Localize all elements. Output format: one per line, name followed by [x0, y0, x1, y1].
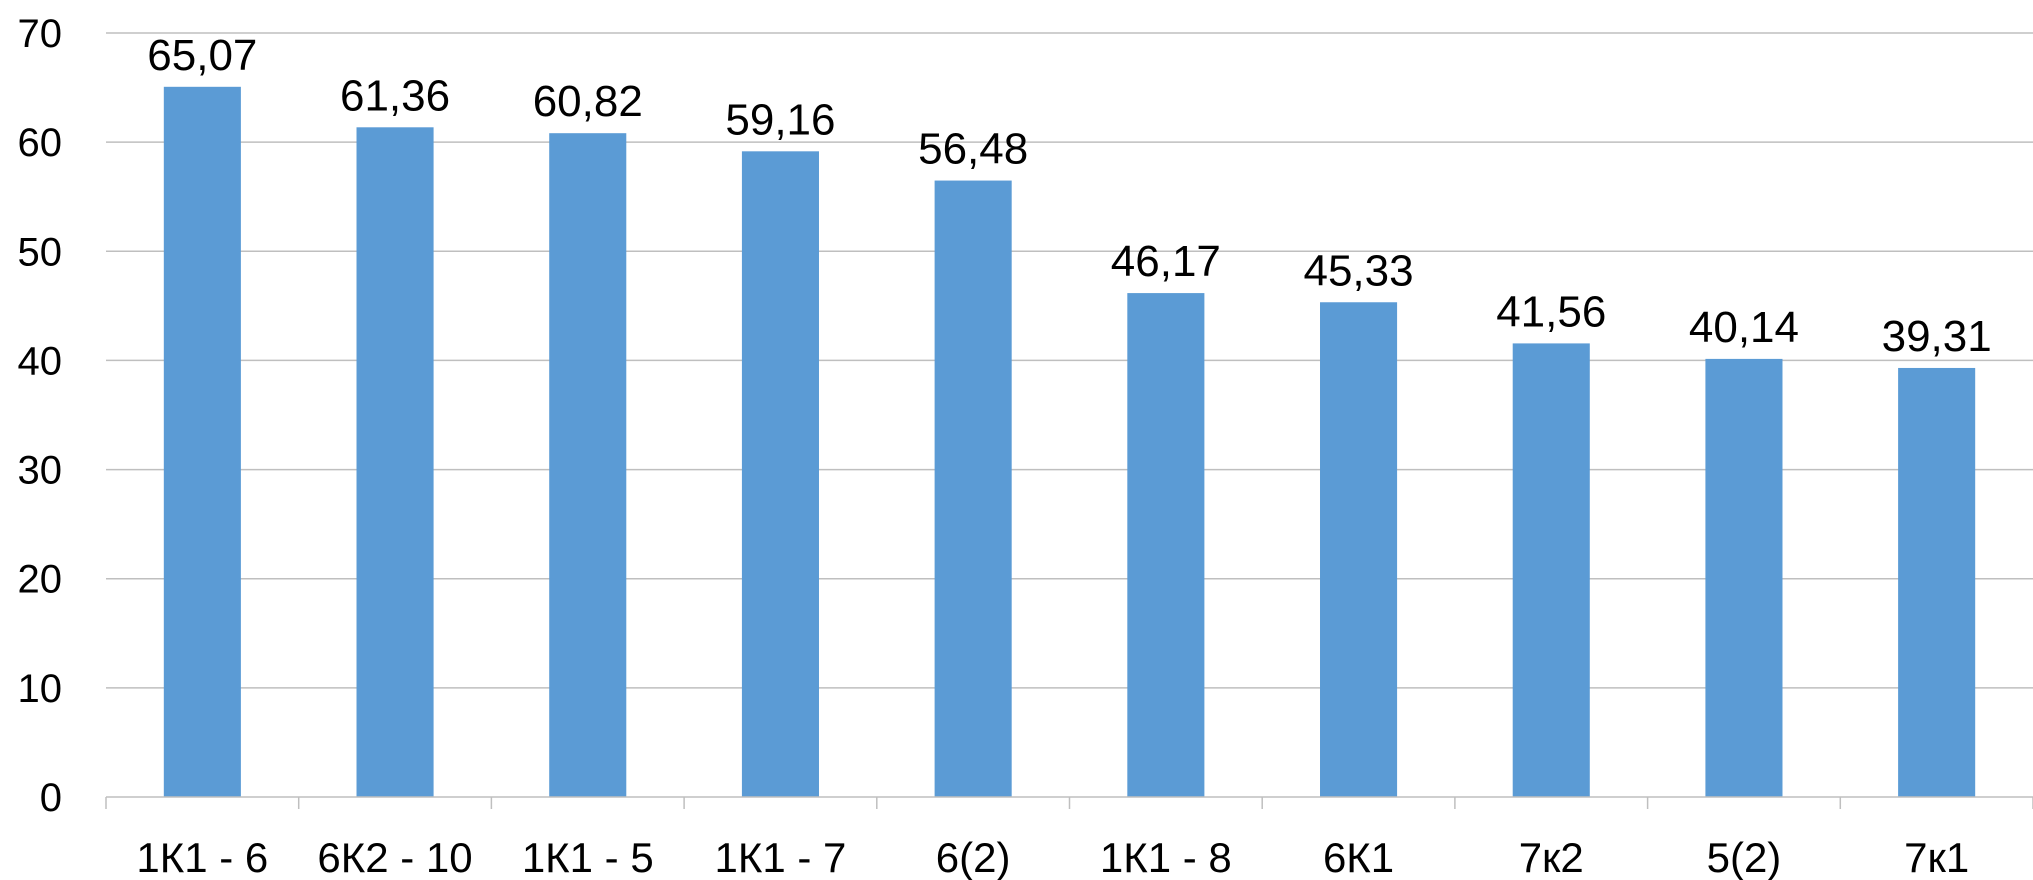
bar [1512, 343, 1590, 797]
data-label: 59,16 [725, 95, 835, 144]
x-tick-label: 6К1 [1323, 834, 1394, 880]
x-tick-label: 1К1 - 5 [522, 834, 654, 880]
y-axis-ticks: 0 10 20 30 40 50 60 70 [18, 12, 63, 820]
bar [1127, 293, 1205, 797]
bar [1898, 367, 1976, 797]
data-labels: 65,07 61,36 60,82 59,16 56,48 46,17 45,33 41,56… [147, 31, 1991, 361]
data-label: 39,31 [1882, 312, 1992, 361]
y-tick-label: 70 [18, 12, 63, 56]
x-tick-label: 1К1 - 8 [1100, 834, 1232, 880]
y-tick-label: 0 [40, 776, 62, 820]
x-axis [105, 796, 2033, 809]
data-label: 40,14 [1689, 303, 1799, 352]
x-tick-label: 6К2 - 10 [317, 834, 472, 880]
data-label: 61,36 [340, 71, 450, 120]
x-tick-label: 6(2) [936, 834, 1011, 880]
bar [549, 133, 627, 798]
bar [1320, 302, 1398, 797]
y-tick-label: 50 [18, 230, 63, 274]
x-tick-label: 1К1 - 7 [715, 834, 847, 880]
y-tick-label: 10 [18, 667, 63, 711]
y-tick-label: 20 [18, 558, 63, 602]
y-tick-label: 30 [18, 449, 63, 493]
x-axis-ticks: 1К1 - 6 6К2 - 10 1К1 - 5 1К1 - 7 6(2) 1К1 - 8… [136, 834, 1969, 880]
data-label: 60,82 [533, 77, 643, 126]
y-tick-label: 40 [18, 339, 63, 383]
data-label: 41,56 [1496, 287, 1606, 336]
x-tick-label: 1К1 - 6 [136, 834, 268, 880]
x-tick-label: 7к2 [1519, 834, 1584, 880]
bar [163, 86, 241, 797]
y-tick-label: 60 [18, 121, 63, 165]
data-label: 65,07 [147, 31, 257, 80]
bar [356, 127, 434, 797]
bar [934, 180, 1012, 797]
bar [741, 151, 819, 797]
data-label: 46,17 [1111, 237, 1221, 286]
x-tick-label: 5(2) [1707, 834, 1782, 880]
data-label: 56,48 [918, 125, 1028, 174]
bar [1705, 358, 1783, 797]
data-label: 45,33 [1303, 246, 1413, 295]
bars [163, 86, 1976, 798]
x-tick-label: 7к1 [1904, 834, 1969, 880]
